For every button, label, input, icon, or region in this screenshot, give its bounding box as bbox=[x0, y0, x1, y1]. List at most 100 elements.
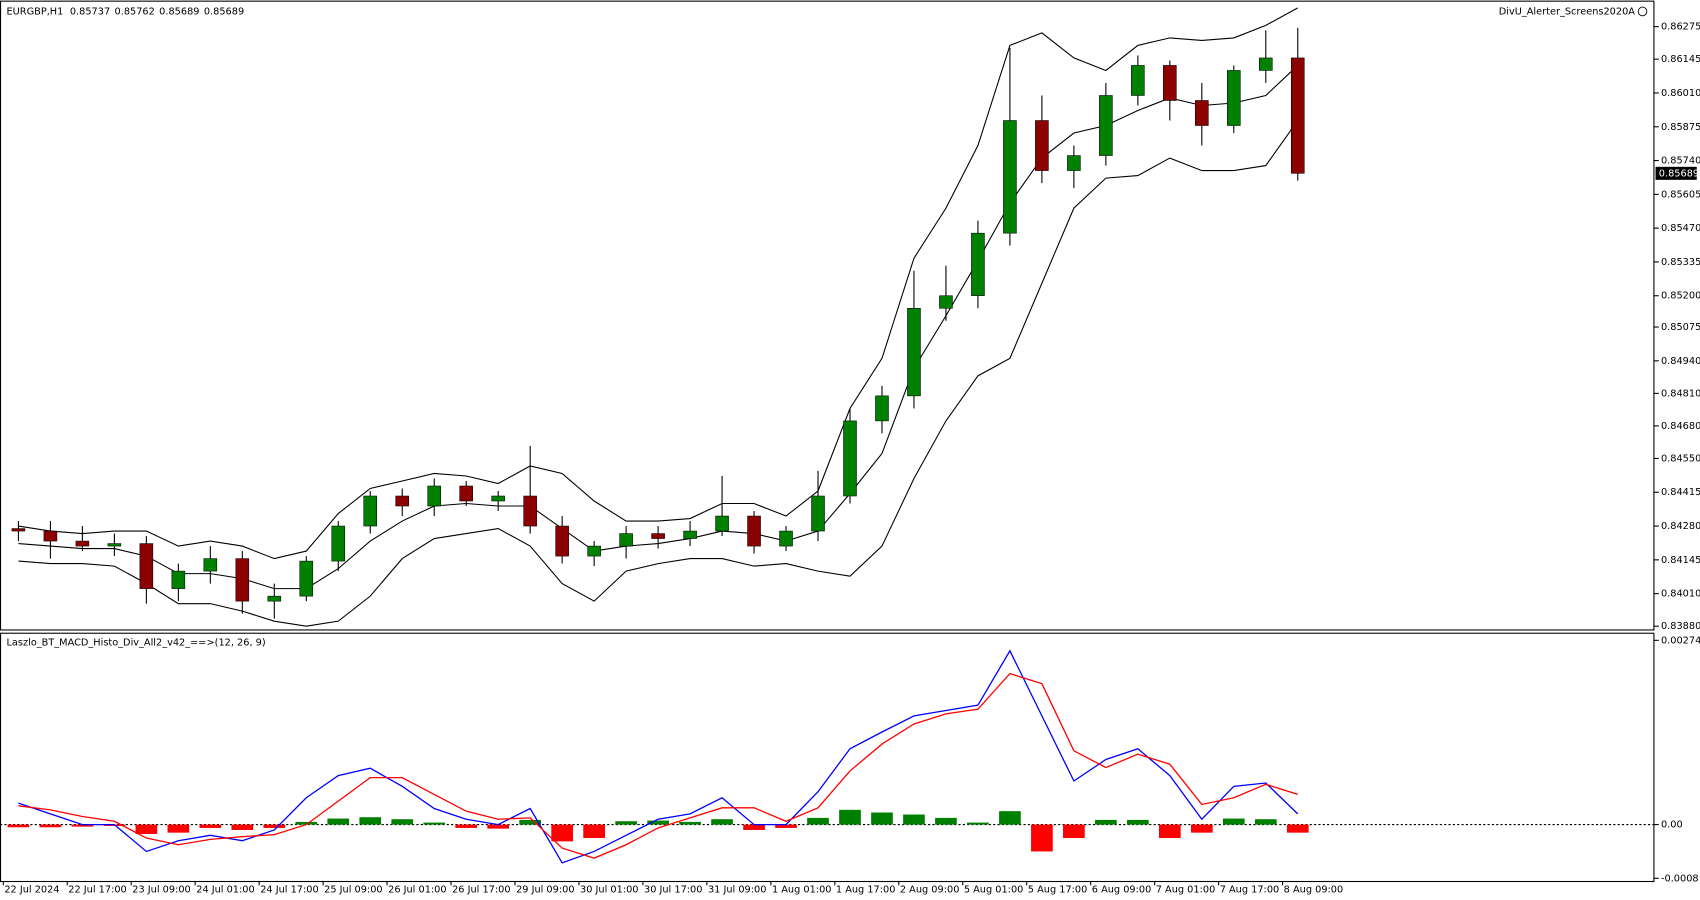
candle-body bbox=[331, 525, 346, 562]
candle-body bbox=[11, 528, 26, 532]
candle-body bbox=[811, 495, 825, 532]
candle-body bbox=[1290, 57, 1305, 174]
histogram-bar bbox=[39, 824, 62, 828]
histogram-bar bbox=[135, 824, 158, 834]
y-tick-label: 0.84680 bbox=[1661, 421, 1700, 432]
histogram-bar bbox=[423, 822, 446, 825]
candle-body bbox=[747, 515, 761, 547]
candle-body bbox=[1099, 95, 1113, 156]
candle-body bbox=[427, 485, 441, 507]
candle-body bbox=[107, 543, 122, 547]
candle-body bbox=[1163, 65, 1177, 101]
y-tick-label: 0.84940 bbox=[1661, 356, 1700, 367]
last-price-box bbox=[1655, 166, 1697, 180]
histogram-bar bbox=[967, 822, 989, 825]
histogram-bar bbox=[839, 809, 861, 825]
x-tick-label: 30 Jul 01:00 bbox=[580, 885, 638, 896]
header-value: 0.85737 bbox=[70, 6, 110, 17]
x-tick-label: 31 Jul 09:00 bbox=[708, 885, 766, 896]
histogram-bar bbox=[1190, 824, 1213, 833]
candle-body bbox=[619, 533, 633, 547]
candle-body bbox=[875, 395, 889, 422]
y-tick-label: 0.84810 bbox=[1661, 388, 1700, 399]
candle-body bbox=[75, 540, 90, 547]
y-tick-label: 0.84280 bbox=[1661, 521, 1700, 532]
x-tick-label: 7 Aug 17:00 bbox=[1220, 885, 1280, 896]
alerter-label: DivU_Alerter_Screens2020A bbox=[1499, 6, 1636, 17]
candle-body bbox=[523, 495, 537, 527]
price-panel-frame bbox=[0, 0, 1655, 631]
bollinger-band bbox=[18, 120, 1299, 627]
histogram-bar bbox=[1222, 818, 1245, 825]
candle-body bbox=[395, 495, 410, 507]
smiley-icon bbox=[1637, 6, 1648, 17]
bollinger-band bbox=[18, 7, 1299, 560]
candle-body bbox=[171, 570, 186, 589]
x-tick-label: 24 Jul 01:00 bbox=[196, 885, 254, 896]
histogram-bar bbox=[519, 819, 542, 825]
x-tick-label: 26 Jul 17:00 bbox=[452, 885, 510, 896]
candle-body bbox=[715, 515, 729, 532]
y-tick-label: 0.83880 bbox=[1661, 621, 1700, 632]
candle-body bbox=[843, 420, 857, 497]
histogram-bar bbox=[1095, 819, 1117, 825]
x-tick-label: 2 Aug 09:00 bbox=[900, 885, 960, 896]
histogram-bar bbox=[167, 824, 190, 833]
histogram-bar bbox=[295, 821, 318, 825]
candle-body bbox=[1131, 65, 1145, 96]
histogram-bar bbox=[743, 824, 765, 830]
y-tick-label: 0.84415 bbox=[1661, 487, 1700, 498]
y-tick-label: 0.86145 bbox=[1661, 54, 1700, 65]
candle-body bbox=[235, 558, 250, 602]
header-value: 0.85762 bbox=[115, 6, 155, 17]
histogram-bar bbox=[775, 824, 797, 828]
indicator-panel-frame bbox=[0, 632, 1655, 883]
histogram-bar bbox=[999, 811, 1021, 825]
histogram-bar bbox=[359, 817, 382, 825]
candle-body bbox=[363, 495, 378, 527]
x-tick-label: 6 Aug 09:00 bbox=[1092, 885, 1152, 896]
histogram-bar bbox=[199, 824, 222, 828]
symbol-header: EURGBP,H1 0.85737 0.85762 0.85689 0.85689 bbox=[7, 6, 245, 17]
x-tick-label: 30 Jul 17:00 bbox=[644, 885, 702, 896]
x-tick-label: 1 Aug 01:00 bbox=[772, 885, 832, 896]
histogram-bar bbox=[231, 824, 254, 830]
y-tick-label: 0.86010 bbox=[1661, 88, 1700, 99]
histogram-bar bbox=[583, 824, 605, 839]
candle-body bbox=[267, 595, 282, 602]
candle-body bbox=[907, 307, 921, 397]
y-tick-label: 0.84145 bbox=[1661, 555, 1700, 566]
y-tick-label: 0.00 bbox=[1661, 820, 1683, 831]
candle-body bbox=[139, 543, 154, 589]
histogram-bar bbox=[327, 818, 350, 825]
x-tick-label: 24 Jul 17:00 bbox=[260, 885, 318, 896]
indicator-title: Laszlo_BT_MACD_Histo_Div_All2_v42_==>(12… bbox=[7, 637, 266, 648]
candle-body bbox=[779, 530, 793, 547]
candle-body bbox=[203, 558, 218, 572]
histogram-bar bbox=[615, 821, 637, 825]
candle-body bbox=[1259, 57, 1273, 71]
histogram-bar bbox=[711, 819, 733, 825]
header-value: 0.85689 bbox=[204, 6, 244, 17]
candle-body bbox=[491, 495, 505, 502]
x-tick-label: 26 Jul 01:00 bbox=[388, 885, 446, 896]
histogram-bar bbox=[263, 824, 286, 828]
y-tick-label: 0.85875 bbox=[1661, 122, 1700, 133]
y-tick-label: 0.85740 bbox=[1661, 156, 1700, 167]
y-tick-label: 0.85605 bbox=[1661, 189, 1700, 200]
histogram-bar bbox=[1031, 824, 1053, 852]
histogram-bar bbox=[679, 821, 701, 825]
histogram-bar bbox=[1158, 824, 1181, 839]
candle-body bbox=[555, 525, 569, 557]
candle-body bbox=[683, 530, 697, 539]
x-tick-label: 29 Jul 09:00 bbox=[516, 885, 574, 896]
candle-body bbox=[1003, 120, 1017, 234]
y-tick-label: 0.85470 bbox=[1661, 223, 1700, 234]
histogram-bar bbox=[455, 824, 478, 828]
x-tick-label: 22 Jul 2024 bbox=[4, 885, 59, 896]
candle-body bbox=[459, 485, 473, 502]
histogram-bar bbox=[871, 812, 893, 825]
macd-line bbox=[18, 649, 1299, 864]
candle-body bbox=[1067, 155, 1081, 171]
